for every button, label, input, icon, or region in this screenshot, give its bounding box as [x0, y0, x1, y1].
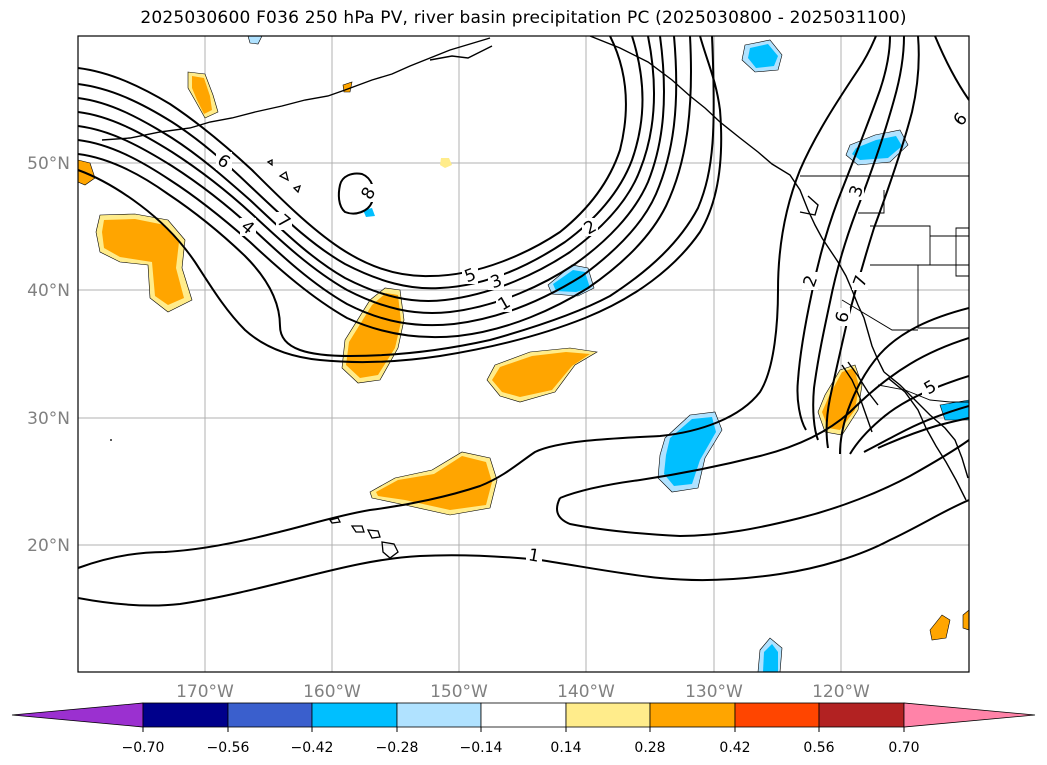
islands: [110, 158, 399, 559]
colorbar-tick-label: −0.28: [376, 740, 419, 756]
colorbar-bin: [649, 702, 736, 728]
plot-title: 2025030600 F036 250 hPa PV, river basin …: [140, 8, 907, 28]
colorbar-bin: [227, 702, 313, 728]
pv-contours: [78, 36, 969, 607]
colorbar-tick-labels: −0.70 −0.56 −0.42 −0.28 −0.14 0.14 0.28 …: [122, 740, 920, 756]
contour-labels: 6 4 7 8 5 3 1 2 2 3 7 6 5 1 6: [213, 109, 972, 567]
lat-tick-label: 40°N: [27, 281, 70, 301]
colorbar-tick-label: 0.70: [888, 740, 919, 756]
colorbar-tick-marks: [142, 727, 905, 732]
colorbar: [11, 702, 1036, 728]
coastlines: [101, 36, 969, 501]
longitude-tick-labels: 170°W 160°W 150°W 140°W 130°W 120°W: [176, 682, 870, 702]
lon-tick-label: 160°W: [303, 682, 361, 702]
colorbar-bin: [311, 702, 398, 728]
graticule: [78, 36, 969, 672]
precip-area-mexico: [929, 614, 951, 641]
colorbar-tick-label: −0.56: [207, 740, 250, 756]
map-frame: [77, 35, 970, 673]
colorbar-bin: [142, 702, 229, 728]
hawaii-islands: [328, 517, 399, 559]
colorbar-extend-high: [903, 702, 1036, 728]
colorbar-bin: [565, 702, 651, 728]
colorbar-bin: [480, 702, 567, 728]
contour-label: 1: [527, 545, 541, 567]
colorbar-extend-low: [11, 702, 144, 728]
colorbar-tick-label: −0.14: [460, 740, 503, 756]
lon-tick-label: 130°W: [685, 682, 743, 702]
lon-tick-label: 150°W: [430, 682, 488, 702]
lon-tick-label: 170°W: [176, 682, 234, 702]
colorbar-tick-label: 0.56: [803, 740, 834, 756]
colorbar-bin: [396, 702, 482, 728]
lat-tick-label: 30°N: [27, 409, 70, 429]
precip-positive-areas: [78, 71, 969, 641]
colorbar-tick-label: 0.42: [719, 740, 750, 756]
colorbar-bin: [734, 702, 820, 728]
colorbar-tick-label: 0.28: [634, 740, 665, 756]
colorbar-tick-label: −0.70: [122, 740, 165, 756]
colorbar-tick-label: 0.14: [550, 740, 581, 756]
latitude-tick-labels: 50°N 40°N 30°N 20°N: [27, 154, 70, 556]
colorbar-tick-label: −0.42: [291, 740, 334, 756]
contour-label: 6: [832, 309, 854, 325]
borders: [800, 175, 969, 403]
colorbar-bin: [818, 702, 905, 728]
lat-tick-label: 20°N: [27, 536, 70, 556]
lat-tick-label: 50°N: [27, 154, 70, 174]
lon-tick-label: 120°W: [812, 682, 870, 702]
lon-tick-label: 140°W: [557, 682, 615, 702]
